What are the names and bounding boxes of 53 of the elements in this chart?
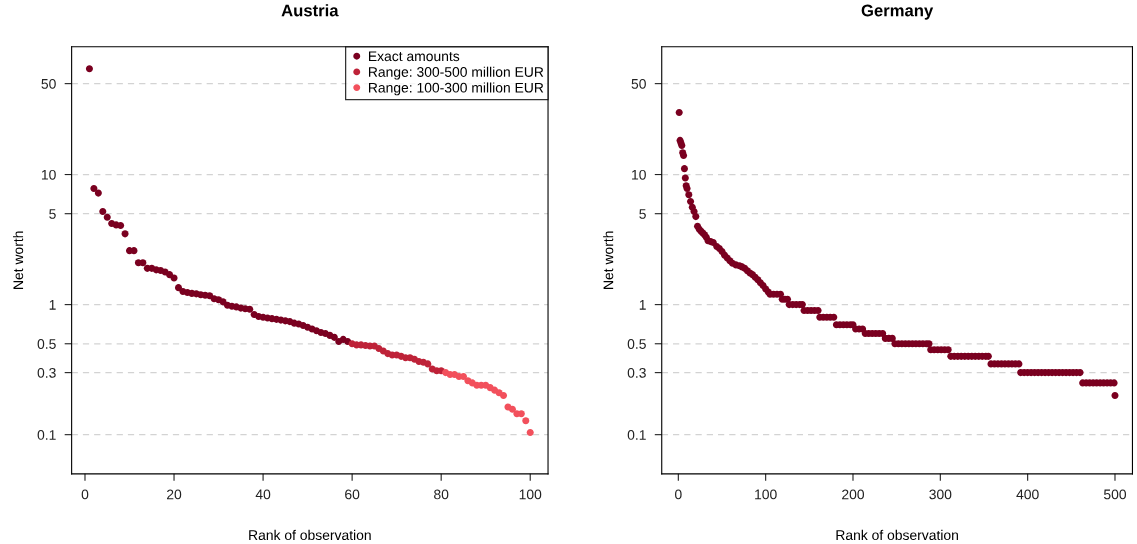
- point: [526, 428, 534, 436]
- y-tick-label: 10: [632, 169, 646, 180]
- x-tick-label: 0: [81, 489, 89, 500]
- point: [90, 185, 98, 193]
- x-tick-label: 100: [519, 489, 542, 500]
- chart-title: Germany: [861, 4, 934, 20]
- x-tick-label: 80: [434, 489, 449, 500]
- legend-label: Range: 300-500 million EUR: [369, 66, 544, 80]
- y-tick-label: 0.1: [37, 430, 56, 440]
- point: [117, 221, 125, 229]
- point: [330, 333, 338, 341]
- y-tick-label: 5: [639, 209, 646, 219]
- x-tick-label: 60: [345, 489, 360, 500]
- x-tick-label: 400: [1016, 489, 1039, 500]
- y-tick-label: 50: [41, 78, 56, 89]
- legend-label: Exact amounts: [369, 51, 460, 62]
- point: [166, 271, 174, 279]
- y-tick-label: 0.3: [627, 367, 646, 378]
- point: [103, 213, 111, 221]
- point: [174, 284, 183, 292]
- point: [499, 391, 508, 400]
- y-axis-title: Net worth: [12, 231, 24, 289]
- y-tick-label: 1: [639, 300, 646, 310]
- y-tick-label: 10: [41, 169, 56, 180]
- x-tick-label: 100: [755, 489, 777, 500]
- point: [85, 65, 93, 73]
- chart-title: Austria: [281, 4, 339, 17]
- x-tick-label: 0: [675, 489, 682, 500]
- x-tick-label: 40: [255, 489, 271, 500]
- y-tick-label: 1: [49, 300, 56, 310]
- x-tick-label: 300: [929, 489, 952, 500]
- point: [121, 230, 129, 238]
- y-tick-label: 50: [631, 78, 646, 89]
- y-tick-label: 0.5: [37, 339, 56, 349]
- y-tick-label: 0.5: [627, 339, 646, 349]
- point: [522, 417, 530, 425]
- x-tick-label: 200: [842, 489, 865, 500]
- point: [94, 189, 102, 197]
- y-tick-label: 0.3: [37, 367, 56, 378]
- x-tick-label: 20: [167, 489, 182, 500]
- y-tick-label: 0.1: [627, 430, 646, 440]
- x-tick-label: 500: [1103, 489, 1127, 500]
- legend-label: Range: 100-300 million EUR: [369, 82, 544, 96]
- point: [139, 259, 147, 267]
- x-axis-title: Rank of observation: [249, 529, 371, 541]
- point: [130, 247, 138, 255]
- y-axis-title: Net worth: [603, 231, 614, 289]
- point: [246, 305, 254, 313]
- point: [99, 207, 107, 216]
- point: [424, 360, 432, 368]
- x-axis-title: Rank of observation: [836, 529, 958, 541]
- point: [508, 405, 516, 413]
- y-tick-label: 5: [49, 209, 56, 219]
